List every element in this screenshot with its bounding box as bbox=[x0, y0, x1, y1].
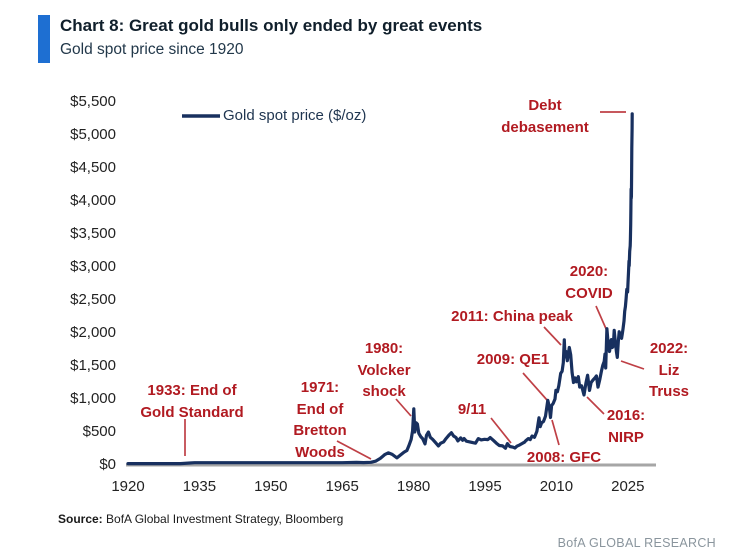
x-tick-label: 1980 bbox=[396, 478, 431, 495]
x-tick-label: 2010 bbox=[539, 478, 574, 495]
y-tick-label: $1,500 bbox=[70, 357, 116, 374]
annotation-pointer-qe1 bbox=[522, 372, 548, 401]
annotation-pointer-bretton-woods bbox=[336, 440, 372, 460]
y-tick-label: $0 bbox=[99, 456, 116, 473]
y-tick-label: $2,500 bbox=[70, 291, 116, 308]
chart-subtitle: Gold spot price since 1920 bbox=[60, 41, 244, 58]
annotation-label-covid: 2020: COVID bbox=[565, 263, 613, 302]
brand-mark: BofA GLOBAL RESEARCH bbox=[557, 536, 716, 550]
y-tick-label: $5,000 bbox=[70, 126, 116, 143]
y-tick-label: $1,000 bbox=[70, 390, 116, 407]
annotation-pointer-gfc bbox=[551, 419, 560, 446]
legend-label: Gold spot price ($/oz) bbox=[223, 107, 367, 124]
source-line: Source: BofA Global Investment Strategy,… bbox=[58, 512, 343, 526]
annotation-label-china-peak: 2011: China peak bbox=[451, 308, 573, 325]
gold-price-line bbox=[126, 112, 634, 466]
annotation-pointer-nine-eleven bbox=[490, 417, 512, 444]
annotation-label-gfc: 2008: GFC bbox=[526, 449, 602, 466]
annotation-pointer-liz-truss bbox=[620, 360, 645, 370]
accent-bar bbox=[38, 15, 50, 63]
annotation-pointer-lines bbox=[184, 111, 645, 460]
x-tick-label: 1935 bbox=[182, 478, 217, 495]
annotation-label-nine-eleven: 9/11 bbox=[457, 401, 487, 418]
x-tick-label: 1920 bbox=[111, 478, 145, 495]
x-tick-label: 2025 bbox=[611, 478, 645, 495]
annotation-label-volcker-shock: 1980: Volcker shock bbox=[357, 340, 411, 400]
source-text: BofA Global Investment Strategy, Bloombe… bbox=[102, 512, 344, 526]
y-tick-label: $3,500 bbox=[70, 225, 116, 242]
y-tick-label: $500 bbox=[82, 423, 116, 440]
x-tick-label: 1950 bbox=[254, 478, 288, 495]
y-tick-label: $5,500 bbox=[70, 93, 116, 110]
y-tick-label: $2,000 bbox=[70, 324, 116, 341]
annotation-label-nirp: 2016: NIRP bbox=[606, 407, 646, 446]
annotation-label-qe1: 2009: QE1 bbox=[476, 351, 550, 368]
annotation-pointer-covid bbox=[595, 305, 608, 332]
y-tick-label: $3,000 bbox=[70, 258, 116, 275]
annotation-pointer-volcker-shock bbox=[395, 398, 412, 417]
annotation-label-debt-debasement: Debt debasement bbox=[501, 97, 589, 136]
annotation-label-liz-truss: 2022: Liz Truss bbox=[648, 340, 690, 400]
x-tick-label: 1965 bbox=[325, 478, 359, 495]
annotation-label-bretton-woods: 1971: End of Bretton Woods bbox=[293, 379, 347, 461]
source-label: Source: bbox=[58, 512, 103, 526]
annotation-pointer-nirp bbox=[586, 396, 605, 415]
y-tick-label: $4,000 bbox=[70, 192, 116, 209]
annotation-pointer-china-peak bbox=[543, 326, 562, 346]
y-tick-label: $4,500 bbox=[70, 159, 116, 176]
x-tick-label: 1995 bbox=[468, 478, 502, 495]
chart-title: Chart 8: Great gold bulls only ended by … bbox=[60, 16, 483, 35]
annotation-label-gold-standard: 1933: End of Gold Standard bbox=[140, 382, 244, 421]
